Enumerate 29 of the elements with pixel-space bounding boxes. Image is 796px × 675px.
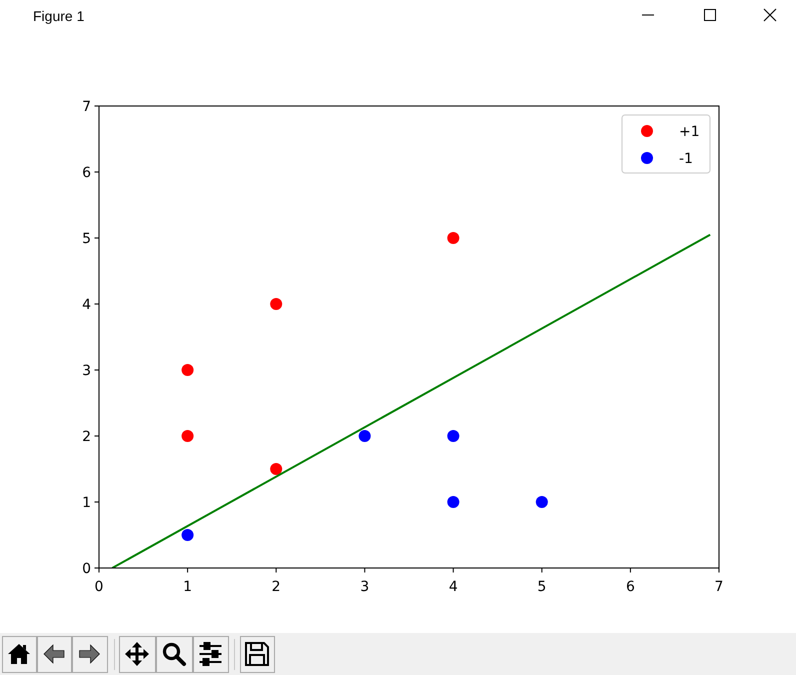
- x-tick-label: 5: [537, 578, 546, 595]
- point: [182, 364, 194, 376]
- point: [447, 232, 460, 244]
- y-tick-label: 0: [82, 560, 91, 577]
- point: [182, 529, 194, 541]
- point: [358, 430, 371, 442]
- y-tick-label: 1: [82, 494, 91, 511]
- y-tick-label: 7: [82, 98, 91, 115]
- point: [270, 298, 282, 310]
- point: [536, 496, 548, 508]
- caption: Figure 1: [33, 8, 85, 24]
- x-tick-label: 0: [94, 578, 104, 595]
- y-tick-label: 6: [82, 164, 92, 181]
- point: [447, 496, 460, 508]
- x-tick-label: 4: [448, 578, 458, 595]
- y-tick-label: 3: [82, 362, 91, 379]
- x-tick-label: 7: [714, 578, 724, 595]
- point: [182, 430, 194, 442]
- point: [447, 430, 460, 442]
- x-tick-label: 6: [626, 578, 635, 595]
- x-tick-label: 1: [183, 578, 192, 595]
- y-tick-label: 4: [82, 296, 92, 313]
- point: [270, 463, 282, 475]
- x-tick-label: 3: [360, 578, 370, 595]
- legend-label: -1: [679, 150, 693, 167]
- x-tick-label: 2: [272, 578, 281, 595]
- y-tick-label: 2: [82, 428, 91, 445]
- y-tick-label: 5: [82, 230, 91, 247]
- legend-label: +1: [679, 124, 700, 140]
